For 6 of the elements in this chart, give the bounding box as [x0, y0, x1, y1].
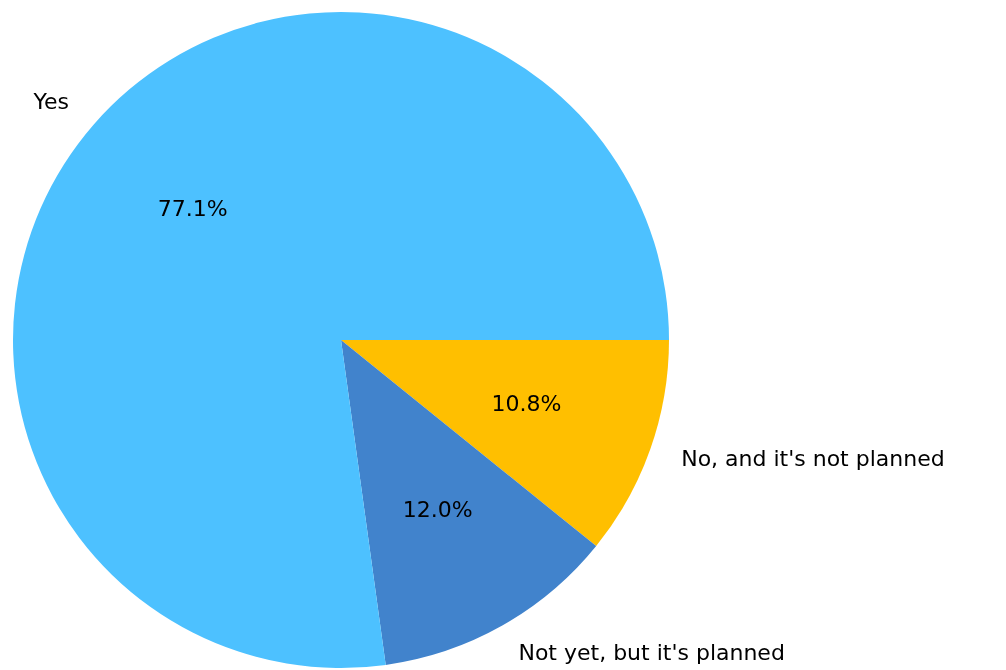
slice-label: No, and it's not planned: [681, 445, 945, 471]
slice-label: Yes: [32, 88, 70, 114]
slice-label: Not yet, but it's planned: [518, 639, 785, 665]
data-label: 10.8%: [491, 391, 562, 417]
data-label: 12.0%: [402, 497, 473, 523]
data-label: 77.1%: [157, 196, 228, 222]
